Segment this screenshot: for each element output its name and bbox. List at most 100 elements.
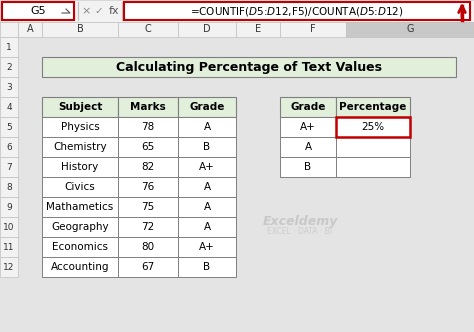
Text: B: B	[304, 162, 311, 172]
Bar	[0, 157, 18, 177]
Bar	[178, 177, 236, 197]
Bar	[280, 157, 336, 177]
Bar	[178, 157, 236, 177]
Text: A: A	[304, 142, 311, 152]
Text: A+: A+	[199, 242, 215, 252]
Bar	[18, 22, 42, 37]
Bar	[0, 257, 18, 277]
Text: 78: 78	[141, 122, 155, 132]
Text: History: History	[61, 162, 99, 172]
Text: A: A	[203, 182, 210, 192]
Text: 1: 1	[6, 42, 12, 51]
Bar	[236, 22, 280, 37]
Text: 10: 10	[3, 222, 15, 231]
Text: EXCEL · DATA · BI: EXCEL · DATA · BI	[267, 227, 332, 236]
Bar	[18, 197, 474, 217]
Bar	[42, 97, 118, 117]
Text: 6: 6	[6, 142, 12, 151]
Text: B: B	[77, 25, 83, 35]
Bar	[0, 137, 18, 157]
Text: =COUNTIF($D$5:$D$12,F5)/COUNTA($D$5:$D$12): =COUNTIF($D$5:$D$12,F5)/COUNTA($D$5:$D$1…	[190, 5, 404, 18]
Bar	[118, 157, 178, 177]
Bar	[18, 157, 474, 177]
Text: Grade: Grade	[290, 102, 326, 112]
Bar	[0, 77, 18, 97]
Bar	[0, 217, 18, 237]
Text: Accounting: Accounting	[51, 262, 109, 272]
Text: 11: 11	[3, 242, 15, 252]
Text: E: E	[255, 25, 261, 35]
Text: Physics: Physics	[61, 122, 100, 132]
Bar	[178, 257, 236, 277]
Bar	[336, 157, 410, 177]
Text: Grade: Grade	[189, 102, 225, 112]
Text: Mathametics: Mathametics	[46, 202, 114, 212]
Text: A: A	[203, 122, 210, 132]
Text: A+: A+	[199, 162, 215, 172]
Text: 4: 4	[6, 103, 12, 112]
Bar	[346, 22, 474, 37]
Bar	[42, 177, 118, 197]
Text: 5: 5	[6, 123, 12, 131]
Bar	[42, 237, 118, 257]
Bar	[178, 137, 236, 157]
Bar	[0, 97, 18, 117]
Text: B: B	[203, 142, 210, 152]
Text: 25%: 25%	[362, 122, 384, 132]
Bar	[178, 97, 236, 117]
Bar	[18, 77, 474, 97]
Text: Marks: Marks	[130, 102, 166, 112]
Bar	[0, 177, 18, 197]
Bar	[118, 117, 178, 137]
Bar	[118, 237, 178, 257]
Text: 72: 72	[141, 222, 155, 232]
Bar	[18, 257, 474, 277]
Text: ×: ×	[82, 6, 91, 16]
Bar	[336, 137, 410, 157]
Text: Chemistry: Chemistry	[53, 142, 107, 152]
Text: 12: 12	[3, 263, 15, 272]
Text: 9: 9	[6, 203, 12, 211]
Bar	[18, 97, 474, 117]
Bar	[280, 97, 336, 117]
Bar	[280, 22, 346, 37]
Bar	[0, 22, 18, 37]
Bar	[280, 137, 336, 157]
Text: fx: fx	[109, 6, 119, 16]
Text: 8: 8	[6, 183, 12, 192]
Text: C: C	[145, 25, 151, 35]
Text: F: F	[310, 25, 316, 35]
Bar	[42, 137, 118, 157]
Bar	[118, 22, 178, 37]
Bar	[124, 2, 470, 20]
Text: Economics: Economics	[52, 242, 108, 252]
Bar	[280, 117, 336, 137]
Bar	[0, 117, 18, 137]
Bar	[18, 177, 474, 197]
Bar	[18, 137, 474, 157]
Bar	[18, 217, 474, 237]
Bar	[0, 197, 18, 217]
Text: B: B	[203, 262, 210, 272]
Bar	[178, 217, 236, 237]
Text: 67: 67	[141, 262, 155, 272]
Bar	[178, 117, 236, 137]
Bar	[18, 237, 474, 257]
Text: A: A	[203, 202, 210, 212]
Bar	[178, 22, 236, 37]
Text: D: D	[203, 25, 211, 35]
Text: 82: 82	[141, 162, 155, 172]
Text: A+: A+	[300, 122, 316, 132]
Bar	[18, 37, 474, 57]
Text: Calculating Percentage of Text Values: Calculating Percentage of Text Values	[116, 60, 382, 73]
Text: A: A	[203, 222, 210, 232]
Text: Geography: Geography	[51, 222, 109, 232]
Text: A: A	[27, 25, 33, 35]
Text: 65: 65	[141, 142, 155, 152]
Bar	[42, 217, 118, 237]
Text: Percentage: Percentage	[339, 102, 407, 112]
Text: 75: 75	[141, 202, 155, 212]
Bar	[0, 0, 474, 22]
Bar	[118, 137, 178, 157]
Text: 76: 76	[141, 182, 155, 192]
